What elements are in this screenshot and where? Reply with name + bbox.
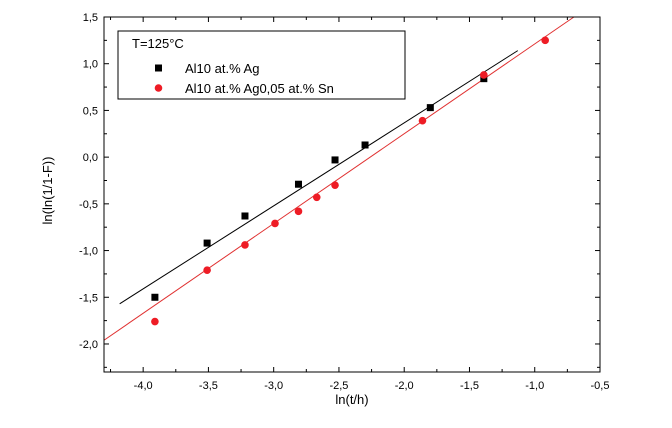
data-point-series-2 xyxy=(541,36,549,45)
fit-lines xyxy=(103,16,575,341)
y-tick-label: -0,5 xyxy=(79,199,98,211)
x-tick-label: -3,0 xyxy=(264,380,283,392)
y-tick-label: -1,5 xyxy=(79,292,98,304)
x-tick-label: -1,5 xyxy=(460,380,479,392)
legend-label-series-1: Al10 at.% Ag xyxy=(185,61,259,76)
legend-marker-series-1 xyxy=(155,64,162,72)
y-tick-label: -1,0 xyxy=(79,246,98,258)
x-tick-label: -0,5 xyxy=(591,380,610,392)
data-point-series-1 xyxy=(426,104,434,112)
y-tick-label: 0,0 xyxy=(83,152,98,164)
data-point-series-2 xyxy=(312,193,321,202)
x-tick-label: -4,0 xyxy=(134,380,153,392)
legend-title: T=125°C xyxy=(132,36,184,51)
y-tick-label: 0,5 xyxy=(83,105,98,117)
data-point-series-2 xyxy=(203,266,211,274)
legend: T=125°C Al10 at.% Ag Al10 at.% Ag0,05 at.… xyxy=(117,30,406,100)
y-tick-label: 1,5 xyxy=(83,12,98,24)
y-tick-label: -2,0 xyxy=(79,339,98,351)
x-tick-label: -3,5 xyxy=(199,380,218,392)
plot-frame xyxy=(103,16,601,373)
y-axis-label: ln(ln(1/1-F)) xyxy=(40,157,55,225)
x-axis-label: ln(t/h) xyxy=(335,392,368,407)
data-point-series-1 xyxy=(294,180,302,188)
data-point-series-2 xyxy=(294,207,303,216)
data-point-series-2 xyxy=(418,116,427,125)
data-point-series-2 xyxy=(480,71,488,79)
legend-box xyxy=(117,30,406,100)
legend-marker-series-2 xyxy=(154,84,163,92)
data-point-series-1 xyxy=(331,156,339,164)
data-point-series-2 xyxy=(331,181,339,189)
data-point-series-2 xyxy=(241,241,249,249)
data-point-series-1 xyxy=(203,239,211,247)
fit-line-series-1 xyxy=(119,50,519,305)
y-tick-label: 1,0 xyxy=(83,59,98,71)
x-tick-label: -2,0 xyxy=(395,380,414,392)
data-point-series-1 xyxy=(151,293,159,301)
data-markers xyxy=(151,36,549,326)
data-point-series-1 xyxy=(361,141,369,149)
legend-label-series-2: Al10 at.% Ag0,05 at.% Sn xyxy=(185,81,334,96)
fit-line-series-2 xyxy=(103,16,575,341)
data-point-series-2 xyxy=(271,219,279,228)
x-tick-label: -1,0 xyxy=(525,380,544,392)
x-tick-label: -2,5 xyxy=(329,380,348,392)
tick-labels: -4,0 -3,5 -3,0 -2,5 -2,0 -1,5 -1,0 -0,5 -2,0 -1,5… xyxy=(79,12,609,392)
data-point-series-2 xyxy=(151,317,159,326)
data-point-series-1 xyxy=(241,212,249,220)
